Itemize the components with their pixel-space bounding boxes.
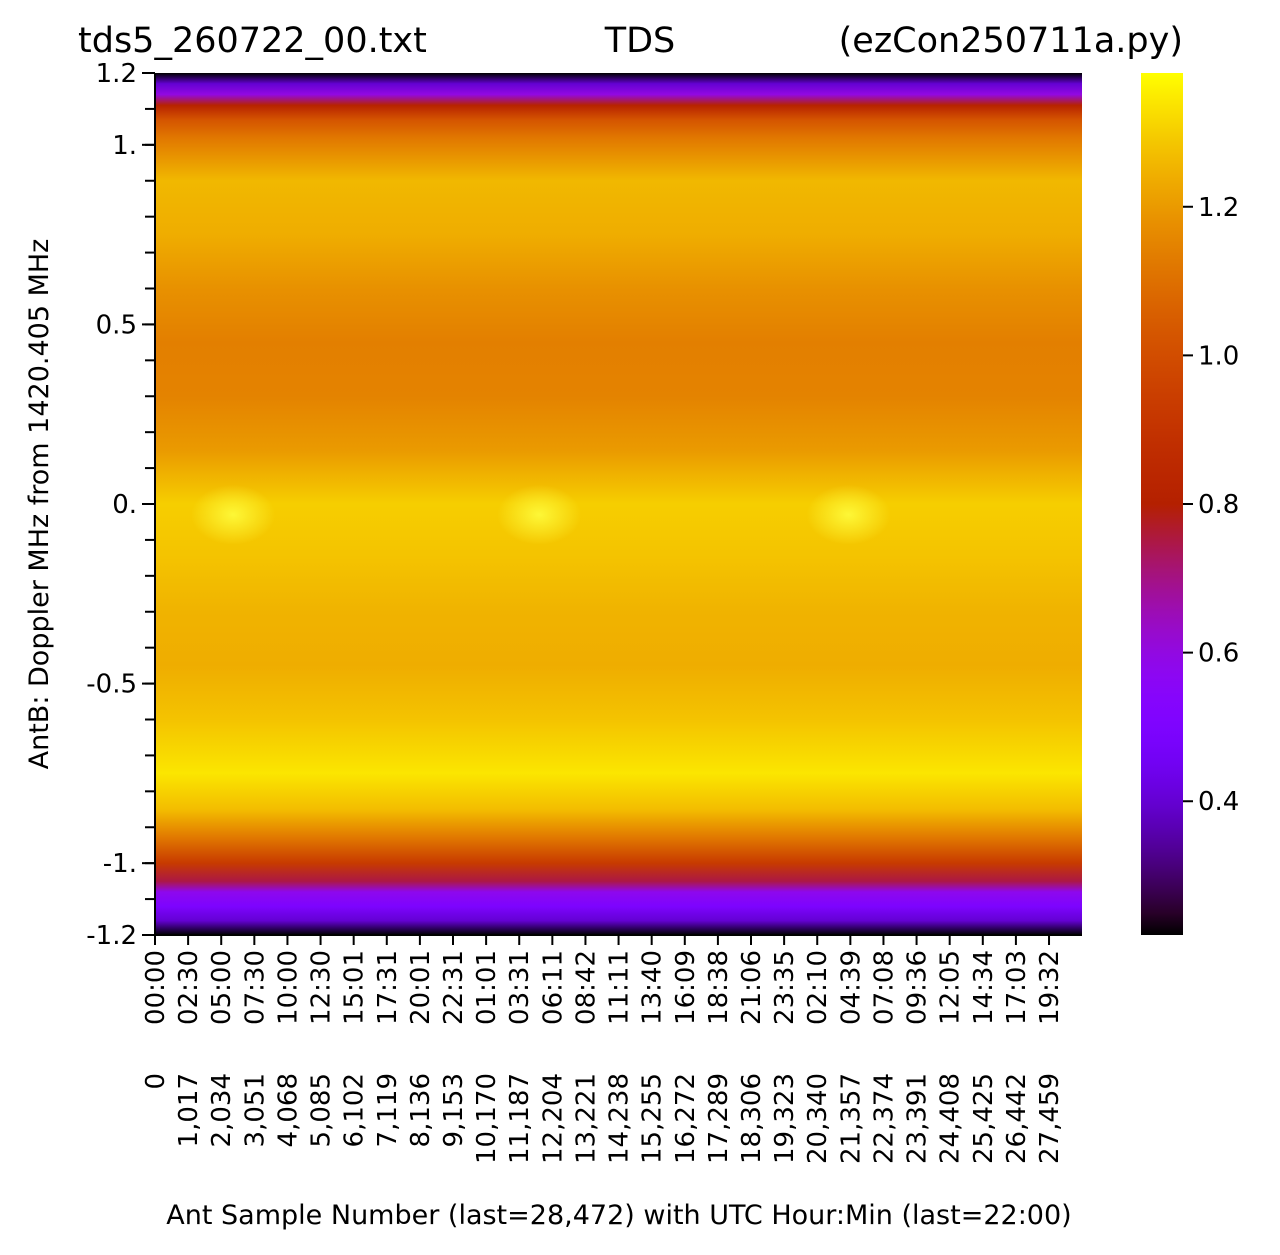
x-tick-time-label: 01:01 (472, 950, 502, 1025)
x-tick-time-label: 22:31 (439, 950, 469, 1025)
x-tick-sample-label: 0 (141, 1073, 171, 1090)
y-tick-label: -0.5 (86, 670, 137, 700)
x-tick-sample-label: 25,425 (969, 1073, 999, 1164)
x-tick-sample-label: 22,374 (869, 1073, 899, 1164)
x-tick-sample-label: 8,136 (406, 1073, 436, 1147)
x-tick-time-label: 10:00 (273, 950, 303, 1025)
x-tick-sample-label: 7,119 (373, 1073, 403, 1147)
x-tick-sample-label: 20,340 (803, 1073, 833, 1164)
x-tick-sample-label: 27,459 (1035, 1073, 1065, 1164)
x-tick-sample-label: 23,391 (903, 1073, 933, 1164)
y-tick-label: 0.5 (96, 310, 137, 340)
x-tick-sample-label: 14,238 (605, 1073, 635, 1164)
x-tick-time-label: 00:00 (141, 950, 171, 1025)
colorbar-gradient (1141, 73, 1183, 935)
x-tick-sample-label: 4,068 (273, 1073, 303, 1147)
x-tick-time-label: 07:08 (869, 950, 899, 1025)
x-tick-sample-label: 10,170 (472, 1073, 502, 1164)
colorbar-tick-label: 0.8 (1198, 490, 1239, 520)
x-tick-time-label: 11:11 (605, 950, 635, 1025)
x-tick-time-label: 16:09 (671, 950, 701, 1025)
x-tick-time-label: 03:31 (505, 950, 535, 1025)
x-tick-sample-label: 19,323 (770, 1073, 800, 1164)
x-axis: 00:00 0 02:30 1,017 05:00 2,034 07:30 3,051 10:0… (141, 934, 1082, 1164)
x-tick-time-label: 14:34 (969, 950, 999, 1025)
x-tick-time-label: 13:40 (638, 950, 668, 1025)
x-tick-sample-label: 24,408 (936, 1073, 966, 1164)
x-tick-time-label: 19:32 (1035, 950, 1065, 1025)
x-tick-sample-label: 26,442 (1002, 1073, 1032, 1164)
x-tick-time-label: 21:06 (737, 950, 767, 1025)
x-tick-time-label: 12:30 (307, 950, 337, 1025)
x-tick-sample-label: 13,221 (571, 1073, 601, 1164)
x-tick-time-label: 07:30 (240, 950, 270, 1025)
x-tick-time-label: 02:30 (174, 950, 204, 1025)
x-tick-sample-label: 16,272 (671, 1073, 701, 1164)
x-tick-time-label: 12:05 (936, 950, 966, 1025)
colorbar: 1.2 1.0 0.8 0.6 0.4 (1141, 73, 1239, 935)
x-tick-time-label: 04:39 (836, 950, 866, 1025)
x-tick-time-label: 20:01 (406, 950, 436, 1025)
y-tick-label: 1.2 (96, 59, 137, 89)
x-tick-sample-label: 5,085 (307, 1073, 337, 1147)
y-axis-label: AntB: Doppler MHz from 1420.405 MHz (24, 239, 55, 770)
x-tick-sample-label: 3,051 (240, 1073, 270, 1147)
bright-spot (497, 484, 582, 545)
colorbar-tick-label: 1.0 (1198, 341, 1239, 371)
x-tick-time-label: 02:10 (803, 950, 833, 1025)
y-tick-label: -1. (103, 849, 137, 879)
x-tick-sample-label: 2,034 (207, 1073, 237, 1147)
x-tick-time-label: 06:11 (538, 950, 568, 1025)
x-tick-time-label: 05:00 (207, 950, 237, 1025)
x-tick-sample-label: 12,204 (538, 1073, 568, 1164)
colorbar-tick-label: 0.6 (1198, 639, 1239, 669)
y-tick-label: -1.2 (86, 921, 137, 951)
bright-spot (191, 484, 276, 545)
x-tick-sample-label: 15,255 (638, 1073, 668, 1164)
y-tick-label: 0. (112, 490, 137, 520)
bright-spot (806, 484, 891, 545)
x-tick-sample-label: 1,017 (174, 1073, 204, 1147)
colorbar-tick-label: 0.4 (1198, 787, 1239, 817)
chart-title-left: tds5_260722_00.txt (78, 21, 427, 61)
x-axis-label: Ant Sample Number (last=28,472) with UTC… (166, 1200, 1071, 1231)
chart-title-right: (ezCon250711a.py) (839, 21, 1183, 61)
x-tick-sample-label: 21,357 (836, 1073, 866, 1164)
x-tick-sample-label: 17,289 (704, 1073, 734, 1164)
x-tick-sample-label: 18,306 (737, 1073, 767, 1164)
x-tick-time-label: 17:31 (373, 950, 403, 1025)
x-tick-sample-label: 9,153 (439, 1073, 469, 1147)
x-tick-time-label: 09:36 (903, 950, 933, 1025)
x-tick-time-label: 17:03 (1002, 950, 1032, 1025)
x-tick-time-label: 23:35 (770, 950, 800, 1025)
colorbar-tick-label: 1.2 (1198, 193, 1239, 223)
chart-title-center: TDS (604, 21, 676, 61)
x-tick-sample-label: 6,102 (340, 1073, 370, 1147)
x-tick-time-label: 18:38 (704, 950, 734, 1025)
x-tick-time-label: 08:42 (571, 950, 601, 1025)
x-tick-time-label: 15:01 (340, 950, 370, 1025)
plot-area (155, 73, 1082, 935)
x-tick-sample-label: 11,187 (505, 1073, 535, 1164)
y-axis: 1.2 1. 0.5 0. -0.5 -1. -1.2 (86, 59, 156, 951)
heatmap-field (155, 73, 1082, 935)
y-tick-label: 1. (112, 131, 137, 161)
